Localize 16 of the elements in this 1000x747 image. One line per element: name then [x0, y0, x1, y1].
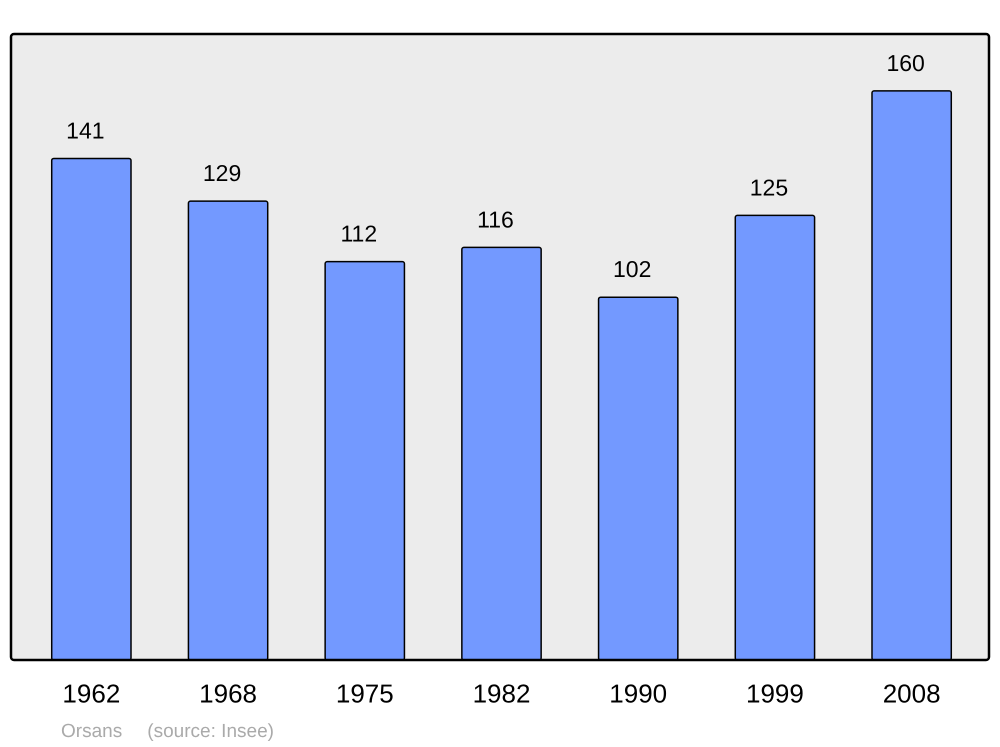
- data-label: 112: [340, 220, 378, 247]
- x-tick-label: 1982: [472, 678, 530, 708]
- x-tick-label: 1975: [336, 678, 394, 708]
- text: Orsans: [61, 721, 122, 742]
- data-label: 141: [66, 117, 105, 144]
- data-label: 160: [886, 50, 925, 76]
- x-tick-label: 1962: [62, 678, 120, 708]
- x-tick-label: 1968: [199, 678, 257, 708]
- text: (source: Insee): [147, 721, 274, 742]
- x-tick-label: 1990: [609, 678, 668, 708]
- x-tick-label: 2008: [882, 678, 941, 708]
- data-label: 116: [477, 206, 514, 232]
- data-label: 129: [202, 160, 242, 186]
- data-label: 102: [613, 256, 652, 282]
- data-label: 125: [750, 174, 788, 200]
- x-tick-label: 1999: [746, 678, 804, 708]
